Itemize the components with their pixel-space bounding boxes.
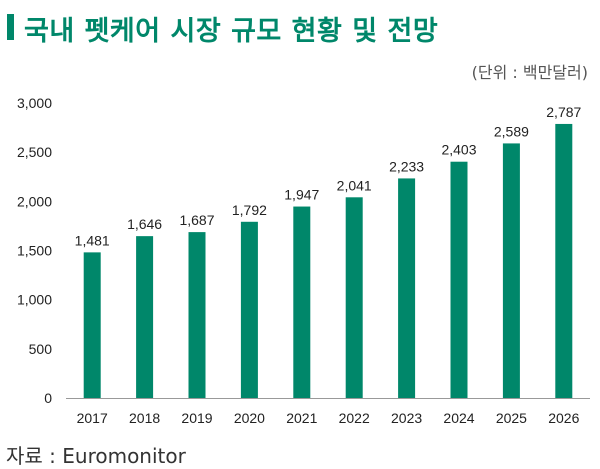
- y-tick-label: 1,500: [17, 243, 52, 259]
- bar: [188, 232, 206, 398]
- x-tick-label: 2019: [181, 410, 212, 426]
- y-tick-label: 0: [44, 390, 52, 406]
- y-tick-label: 1,000: [17, 292, 52, 308]
- bar: [83, 252, 101, 398]
- x-tick-label: 2026: [548, 410, 579, 426]
- bar: [398, 178, 416, 398]
- data-label: 1,947: [284, 187, 319, 203]
- bar: [502, 143, 520, 398]
- data-label: 1,646: [127, 216, 162, 232]
- x-tick-label: 2021: [286, 410, 317, 426]
- bar: [136, 236, 154, 398]
- bar: [293, 206, 311, 398]
- source-note: 자료 : Euromonitor: [6, 444, 186, 468]
- title-accent-bar: [7, 14, 14, 40]
- chart-title: 국내 펫케어 시장 규모 현황 및 전망: [24, 16, 439, 47]
- x-tick-label: 2025: [496, 410, 527, 426]
- bar: [450, 161, 468, 398]
- data-label: 1,481: [75, 232, 110, 248]
- bar: [345, 197, 363, 398]
- x-tick-label: 2017: [77, 410, 108, 426]
- x-tick-label: 2023: [391, 410, 422, 426]
- data-label: 1,687: [179, 212, 214, 228]
- y-tick-label: 2,500: [17, 144, 52, 160]
- y-tick-label: 500: [29, 341, 53, 357]
- x-tick-label: 2020: [234, 410, 265, 426]
- x-tick-label: 2024: [443, 410, 474, 426]
- y-tick-label: 2,000: [17, 193, 52, 209]
- x-tick-label: 2018: [129, 410, 160, 426]
- data-label: 2,403: [441, 142, 476, 158]
- data-label: 2,233: [389, 158, 424, 174]
- x-tick-label: 2022: [339, 410, 370, 426]
- data-label: 2,041: [337, 177, 372, 193]
- unit-label: (단위 : 백만달러): [471, 63, 588, 82]
- y-tick-label: 3,000: [17, 95, 52, 111]
- bar: [240, 221, 258, 398]
- bar: [555, 123, 573, 398]
- data-label: 1,792: [232, 202, 267, 218]
- data-label: 2,589: [494, 123, 529, 139]
- data-label: 2,787: [546, 104, 581, 120]
